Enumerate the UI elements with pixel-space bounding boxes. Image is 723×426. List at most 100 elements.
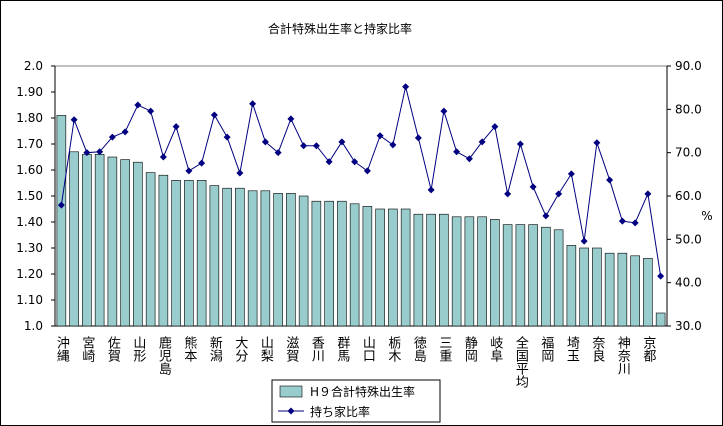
bar — [528, 224, 538, 327]
line-marker — [70, 116, 78, 124]
line-marker — [555, 190, 563, 198]
bar — [209, 185, 220, 327]
x-tick-label: 三重 — [436, 336, 452, 362]
legend-label: H９合計特殊出生率 — [310, 384, 415, 399]
line-marker — [478, 138, 486, 146]
line — [60, 86, 662, 277]
bar — [196, 180, 207, 327]
line-marker — [147, 107, 155, 115]
line-marker — [108, 133, 116, 141]
legend-label: 持ち家比率 — [310, 404, 370, 419]
y-tick-label: 1.60 — [16, 163, 43, 177]
line-marker — [198, 159, 206, 167]
bar — [120, 159, 130, 327]
x-tick-label: 岐阜 — [487, 336, 503, 362]
bar — [337, 200, 347, 327]
y2-tick-label: 90.0 — [675, 59, 702, 73]
line-marker — [351, 158, 359, 166]
x-tick-label: 徳島 — [411, 336, 427, 362]
line-marker — [249, 100, 257, 108]
line-marker — [236, 169, 244, 177]
plot-area — [54, 65, 668, 327]
y-tick-label: 1.30 — [16, 241, 43, 255]
x-tick-label: 新潟 — [207, 335, 223, 362]
y2-tick-label: 50.0 — [675, 232, 702, 246]
legend-swatch — [279, 385, 303, 398]
bar — [566, 245, 577, 327]
bar — [82, 154, 92, 327]
x-tick-label: 香川 — [309, 336, 325, 362]
line-marker — [121, 128, 129, 136]
line-marker — [185, 167, 193, 175]
y-tick-label: 1.50 — [16, 189, 43, 203]
bar — [145, 172, 156, 327]
line-marker — [453, 148, 461, 156]
x-tick-label: 福岡 — [538, 336, 554, 362]
bar — [579, 247, 589, 327]
x-tick-label: 山梨 — [258, 336, 274, 362]
bar — [286, 193, 296, 327]
x-tick-label: 京都 — [640, 336, 656, 362]
x-tick-label: 神奈川 — [615, 336, 631, 375]
y-tick-label: 1.20 — [16, 267, 43, 281]
line-marker — [580, 237, 588, 245]
bar — [260, 190, 271, 327]
bar — [451, 216, 462, 327]
line-marker — [402, 83, 410, 91]
line-marker — [618, 217, 626, 225]
bar — [375, 208, 385, 327]
line-marker — [440, 107, 448, 115]
x-tick-label: 山口 — [360, 336, 375, 362]
y2-tick-label: 70.0 — [675, 146, 702, 160]
x-tick-label: 奈良 — [589, 336, 605, 362]
y2-tick-label: 80.0 — [675, 102, 702, 116]
line-marker — [57, 201, 65, 209]
bar — [56, 115, 67, 327]
bar — [235, 187, 245, 327]
bar — [222, 187, 232, 327]
bar — [311, 200, 322, 327]
bar — [502, 224, 513, 327]
line-marker — [96, 148, 104, 156]
line-marker — [223, 133, 231, 141]
bar — [515, 224, 526, 327]
bar — [388, 208, 398, 327]
line-marker — [300, 142, 308, 150]
y-tick-label: 1.90 — [16, 85, 43, 99]
x-tick-label: 沖縄 — [54, 336, 70, 362]
bar — [324, 200, 334, 327]
line-marker — [414, 134, 422, 142]
bar — [273, 193, 283, 327]
line-marker — [389, 141, 397, 149]
x-tick-label: 静岡 — [462, 336, 478, 362]
x-tick-label: 群馬 — [334, 336, 350, 362]
y-tick-label: 1.80 — [16, 111, 43, 125]
line-marker — [427, 186, 435, 194]
y2-tick-label: 60.0 — [675, 189, 702, 203]
bar — [362, 206, 373, 327]
x-tick-label: 栃木 — [385, 336, 401, 362]
x-tick-label: 大分 — [232, 336, 248, 363]
x-tick-label: 全国平均 — [513, 335, 529, 388]
line-marker — [325, 158, 333, 166]
bar — [349, 203, 360, 327]
x-tick-label: 滋賀 — [283, 336, 299, 362]
y-tick-label: 1.0 — [24, 319, 43, 333]
line-marker — [644, 190, 652, 198]
line-marker — [159, 153, 167, 161]
line-marker — [491, 123, 499, 131]
line-marker — [529, 183, 537, 191]
bar — [439, 213, 449, 327]
bar — [158, 174, 169, 327]
bar — [643, 258, 653, 327]
bar — [247, 190, 258, 327]
line-marker — [504, 190, 512, 198]
x-tick-label: 宮崎 — [79, 335, 95, 362]
y-tick-label: 2.0 — [24, 59, 43, 73]
line-marker — [567, 170, 575, 178]
line-marker — [287, 115, 295, 123]
x-tick-label: 熊本 — [181, 335, 197, 362]
line-marker — [261, 138, 269, 146]
bar — [107, 156, 118, 327]
bar — [133, 161, 143, 327]
